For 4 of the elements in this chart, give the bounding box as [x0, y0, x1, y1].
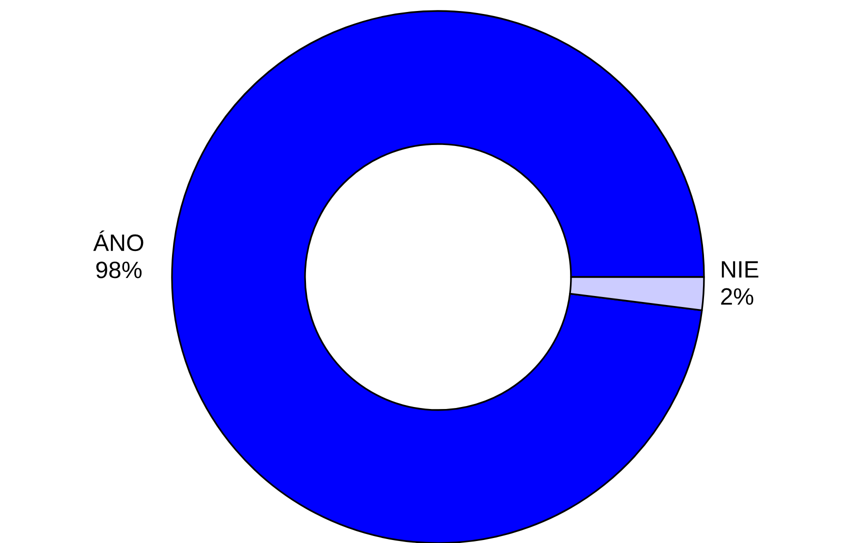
data-label: 2% [721, 288, 754, 305]
slice-label: ÁNO [93, 230, 144, 252]
data-label: 98% [96, 262, 142, 278]
slice-label: NIE [722, 261, 758, 278]
